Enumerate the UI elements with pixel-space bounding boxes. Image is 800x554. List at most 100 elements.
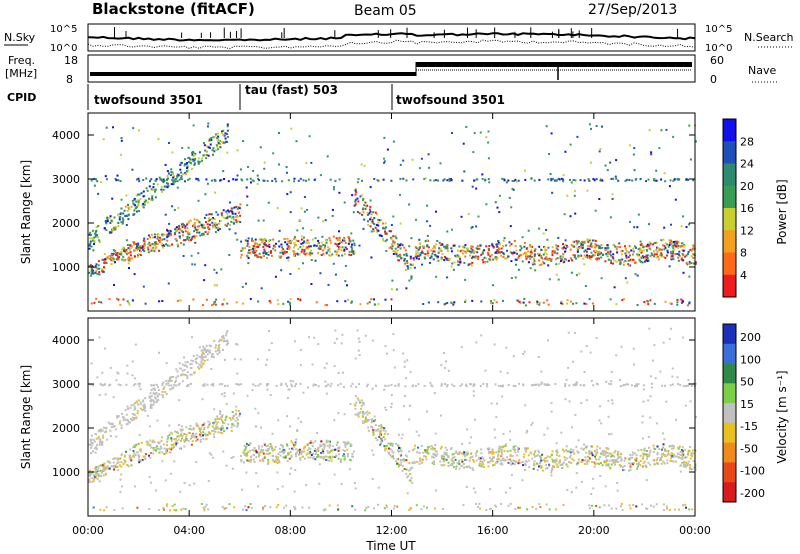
echo-point [236,174,239,177]
echo-point [130,246,133,249]
echo-point [371,387,374,390]
echo-point [599,148,602,150]
echo-point [168,222,171,225]
echo-point [458,245,461,248]
echo-point [679,453,682,456]
echo-point [306,449,309,452]
echo-point [514,258,517,261]
echo-point [377,428,380,431]
echo-point [380,423,382,426]
echo-point [643,449,646,452]
echo-point [655,248,658,251]
echo-point [575,240,578,243]
echo-point [323,366,326,369]
echo-point [181,435,184,438]
echo-point [206,349,209,352]
echo-point [180,175,183,178]
echo-point [392,349,395,352]
echo-point [380,442,383,444]
echo-point [228,254,231,256]
echo-point [522,456,525,459]
echo-point [669,241,672,244]
echo-point [604,260,607,263]
echo-point [241,179,244,182]
echo-point [302,262,304,265]
echo-point [236,178,238,181]
echo-point [98,239,101,242]
echo-point [309,456,312,459]
echo-point [374,437,377,439]
echo-point [137,242,140,245]
echo-point [247,166,249,168]
echo-point [187,169,190,172]
echo-point [496,252,499,255]
echo-point [691,247,694,250]
echo-point [629,144,631,147]
echo-point [571,259,573,262]
echo-point [286,385,289,388]
echo-point [221,141,224,143]
echo-point [628,254,631,257]
echo-point [501,177,504,180]
echo-point [176,226,178,229]
echo-point [533,460,536,463]
echo-point [227,423,230,426]
echo-point [502,299,504,302]
echo-point [240,240,243,243]
echo-point [150,452,152,454]
echo-point [140,459,143,462]
echo-point [402,177,405,180]
echo-point [338,447,341,450]
y-tick-label: 2000 [52,217,80,230]
echo-point [225,225,228,227]
echo-point [628,179,631,181]
echo-point [385,444,388,447]
echo-point [518,382,521,385]
echo-point [216,132,219,135]
echo-point [245,254,248,257]
echo-point [306,443,309,446]
echo-point [118,464,121,467]
echo-point [354,193,357,196]
echo-point [491,448,494,451]
echo-point [509,487,512,489]
echo-point [243,452,246,455]
echo-point [128,208,131,211]
echo-point [333,365,336,368]
echo-point [335,253,338,256]
echo-point [643,301,646,303]
echo-point [515,180,518,183]
echo-point [170,437,173,440]
echo-point [629,468,632,471]
echo-point [89,439,92,442]
echo-point [377,303,380,306]
echo-point [253,447,256,449]
echo-point [302,242,304,244]
echo-point [408,245,411,248]
echo-point [366,420,369,423]
echo-point [252,249,255,252]
echo-point [98,435,101,438]
echo-point [635,178,638,181]
echo-point [230,217,233,220]
echo-point [575,384,577,387]
echo-point [225,415,228,418]
echo-point [303,249,306,252]
echo-point [344,300,347,303]
echo-point [309,440,312,443]
echo-point [564,247,567,250]
echo-point [205,434,208,437]
echo-point [203,428,206,431]
echo-point [186,230,189,233]
echo-point [403,468,406,470]
echo-point [348,253,351,256]
echo-point [120,461,123,464]
echo-point [518,300,521,303]
echo-point [347,242,350,245]
echo-point [368,208,371,211]
echo-point [90,267,93,270]
echo-point [147,248,150,251]
echo-point [643,447,646,450]
echo-point [164,163,167,166]
